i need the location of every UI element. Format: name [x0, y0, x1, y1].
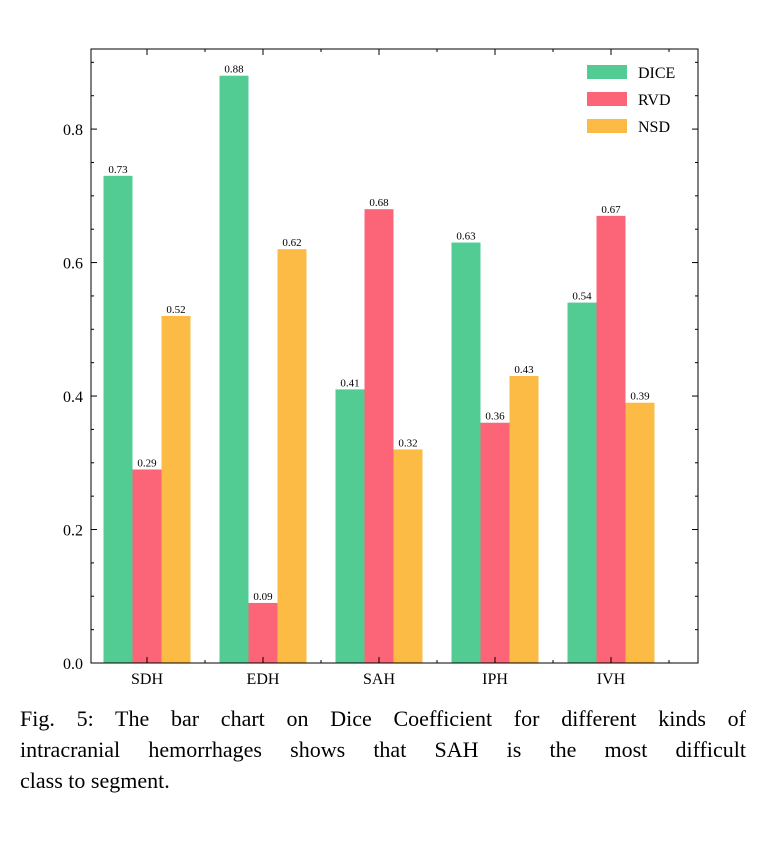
- bar-rvd-iph: [480, 422, 510, 663]
- bar-rvd-sah: [364, 209, 394, 663]
- value-label-dice-sdh: 0.73: [108, 164, 128, 176]
- legend-label-nsd: NSD: [638, 119, 670, 136]
- bar-rvd-ivh: [596, 215, 626, 663]
- bar-nsd-ivh: [625, 402, 655, 663]
- value-label-dice-iph: 0.63: [456, 231, 476, 243]
- y-tick-label: 0.8: [63, 122, 83, 139]
- bars-layer: 0.73 0.29 0.52 0.88 0.09 0.62 0.41 0.68 0.32 0.63…: [103, 64, 655, 664]
- legend-label-dice: DICE: [638, 65, 675, 82]
- axes-layer: 0.0 0.2 0.4 0.6 0.8 SDH EDH SAH IPH IVH: [63, 48, 699, 688]
- bar-nsd-sdh: [161, 315, 191, 663]
- bar-rvd-sdh: [132, 469, 162, 663]
- legend-swatch-rvd: [587, 92, 627, 106]
- value-label-dice-sah: 0.41: [340, 377, 359, 389]
- bar-dice-sdh: [103, 175, 133, 663]
- y-tick-label: 0.0: [63, 656, 83, 673]
- x-tick-label-edh: EDH: [247, 671, 280, 688]
- value-label-nsd-iph: 0.43: [514, 364, 534, 376]
- bar-chart: 0.73 0.29 0.52 0.88 0.09 0.62 0.41 0.68 0.32 0.63…: [63, 48, 699, 688]
- bar-nsd-sah: [393, 449, 423, 663]
- x-tick-label-sdh: SDH: [131, 671, 163, 688]
- bar-dice-sah: [335, 389, 365, 663]
- value-label-rvd-sah: 0.68: [369, 197, 389, 209]
- value-label-rvd-edh: 0.09: [253, 591, 273, 603]
- bar-dice-iph: [451, 242, 481, 664]
- legend-swatch-nsd: [587, 119, 627, 133]
- legend-swatch-dice: [587, 65, 627, 79]
- y-tick-label: 0.2: [63, 523, 83, 540]
- value-label-nsd-sah: 0.32: [398, 437, 417, 449]
- y-tick-label: 0.4: [63, 389, 83, 406]
- bar-nsd-iph: [509, 376, 539, 663]
- value-label-dice-ivh: 0.54: [572, 291, 592, 303]
- value-label-dice-edh: 0.88: [224, 64, 244, 76]
- figure-caption: Fig. 5: The bar chart on Dice Coefficien…: [20, 703, 746, 796]
- value-label-rvd-sdh: 0.29: [137, 457, 157, 469]
- bar-dice-ivh: [567, 302, 597, 663]
- bar-dice-edh: [219, 75, 249, 663]
- value-label-nsd-ivh: 0.39: [630, 391, 650, 403]
- caption-line-1: Fig. 5: The bar chart on Dice Coefficien…: [20, 706, 746, 731]
- x-tick-label-ivh: IVH: [597, 671, 626, 688]
- caption-line-2: intracranial hemorrhages shows that SAH …: [20, 737, 746, 762]
- value-label-nsd-edh: 0.62: [282, 237, 301, 249]
- legend-label-rvd: RVD: [638, 92, 671, 109]
- value-label-nsd-sdh: 0.52: [166, 304, 185, 316]
- plot-frame: [90, 48, 699, 664]
- value-label-rvd-ivh: 0.67: [601, 204, 621, 216]
- x-tick-label-iph: IPH: [482, 671, 508, 688]
- bar-nsd-edh: [277, 249, 307, 663]
- x-tick-label-sah: SAH: [363, 671, 395, 688]
- caption-line-3: class to segment.: [20, 768, 170, 793]
- bar-rvd-edh: [248, 602, 278, 663]
- value-label-rvd-iph: 0.36: [485, 411, 505, 423]
- legend: DICE RVD NSD: [587, 65, 675, 136]
- y-tick-label: 0.6: [63, 256, 83, 273]
